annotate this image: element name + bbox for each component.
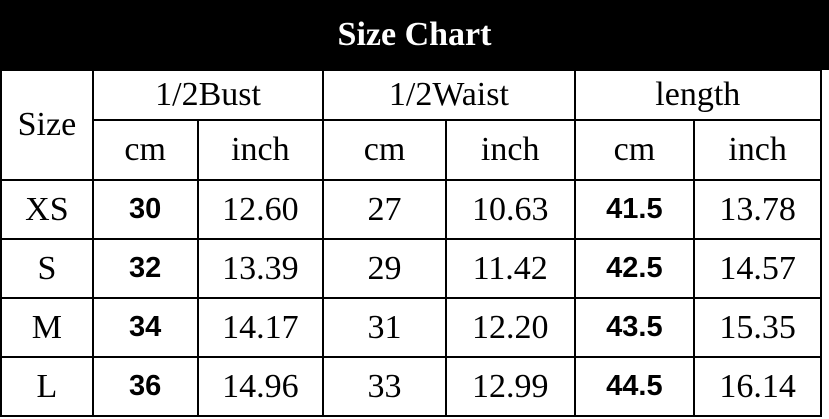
header-row-groups: Size 1/2Bust 1/2Waist length <box>0 69 823 181</box>
value-cell: 14.96 <box>196 356 325 417</box>
table-row: XS 30 12.60 27 10.63 41.5 13.78 <box>0 179 822 240</box>
value-cell: 44.5 <box>573 356 696 417</box>
table-row: S 32 13.39 29 11.42 42.5 14.57 <box>0 238 822 299</box>
value-cell: 14.57 <box>693 238 822 299</box>
value-cell: 14.17 <box>196 297 325 358</box>
value-cell: 41.5 <box>573 179 696 240</box>
waist-header: 1/2Waist <box>322 69 576 121</box>
value-cell: 12.99 <box>444 356 576 417</box>
value-cell: 12.20 <box>444 297 576 358</box>
size-chart-title: Size Chart <box>0 0 829 70</box>
unit-header: inch <box>693 119 822 181</box>
value-cell: 32 <box>91 238 199 299</box>
table-row: L 36 14.96 33 12.99 44.5 16.14 <box>0 356 822 417</box>
value-cell: 29 <box>322 238 447 299</box>
value-cell: 16.14 <box>693 356 822 417</box>
unit-header: inch <box>196 119 325 181</box>
size-chart-table: Size 1/2Bust 1/2Waist length cm inch cm … <box>0 69 823 417</box>
unit-header: cm <box>91 119 199 181</box>
value-cell: 36 <box>91 356 199 417</box>
value-cell: 34 <box>91 297 199 358</box>
unit-header: inch <box>444 119 576 181</box>
value-cell: 15.35 <box>693 297 822 358</box>
value-cell: 43.5 <box>573 297 696 358</box>
table-row: M 34 14.17 31 12.20 43.5 15.35 <box>0 297 822 358</box>
value-cell: 11.42 <box>444 238 576 299</box>
size-header: Size <box>0 69 94 181</box>
size-cell: XS <box>0 179 94 240</box>
value-cell: 27 <box>322 179 447 240</box>
size-cell: S <box>0 238 94 299</box>
size-cell: L <box>0 356 94 417</box>
value-cell: 30 <box>91 179 199 240</box>
value-cell: 10.63 <box>444 179 576 240</box>
size-cell: M <box>0 297 94 358</box>
value-cell: 33 <box>322 356 447 417</box>
length-header: length <box>573 69 823 121</box>
value-cell: 12.60 <box>196 179 325 240</box>
bust-header: 1/2Bust <box>91 69 325 121</box>
value-cell: 31 <box>322 297 447 358</box>
value-cell: 13.39 <box>196 238 325 299</box>
header-row-units: cm inch cm inch cm inch <box>1 119 822 181</box>
value-cell: 13.78 <box>693 179 822 240</box>
value-cell: 42.5 <box>573 238 696 299</box>
unit-header: cm <box>322 119 447 181</box>
unit-header: cm <box>573 119 696 181</box>
